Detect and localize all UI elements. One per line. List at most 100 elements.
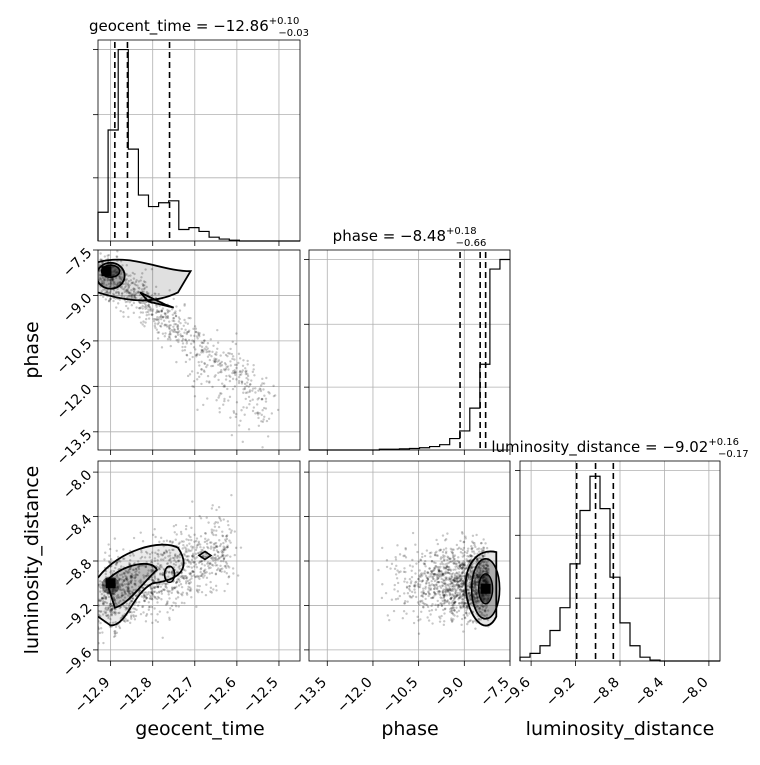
scatter-point	[424, 603, 427, 606]
scatter-point	[178, 330, 181, 333]
scatter-point	[483, 609, 486, 613]
scatter-point	[167, 593, 170, 596]
scatter-point	[119, 584, 122, 587]
scatter-point	[131, 297, 134, 300]
scatter-point	[197, 588, 201, 592]
scatter-point	[185, 580, 188, 583]
scatter-point	[185, 538, 188, 541]
scatter-point	[430, 551, 433, 554]
scatter-point	[458, 565, 461, 568]
scatter-point	[262, 388, 265, 391]
scatter-point	[473, 584, 477, 588]
scatter-point	[476, 579, 480, 582]
scatter-point	[482, 566, 486, 569]
scatter-point	[107, 282, 111, 286]
scatter-point	[100, 597, 103, 601]
scatter-point	[422, 606, 425, 609]
scatter-point	[192, 339, 196, 343]
scatter-point	[214, 584, 218, 588]
scatter-point	[145, 596, 149, 600]
scatter-point	[480, 541, 483, 545]
scatter-point	[462, 581, 465, 585]
scatter-point	[151, 308, 155, 311]
scatter-point	[154, 619, 158, 622]
scatter-point	[130, 590, 134, 593]
scatter-point	[416, 582, 420, 586]
scatter-point	[152, 319, 156, 323]
scatter-point	[471, 621, 475, 624]
scatter-point	[262, 418, 265, 421]
scatter-point	[210, 530, 214, 534]
scatter-point	[124, 592, 128, 596]
scatter-point	[261, 377, 264, 381]
scatter-point	[455, 563, 458, 566]
scatter-point	[244, 370, 247, 373]
scatter-point	[162, 319, 166, 322]
scatter-point	[464, 567, 467, 570]
scatter-point	[416, 584, 420, 587]
scatter-point	[133, 293, 136, 296]
scatter-point	[187, 555, 190, 558]
scatter-point	[105, 588, 108, 591]
scatter-point	[142, 320, 145, 323]
scatter-point	[485, 579, 488, 582]
scatter-point	[161, 332, 165, 335]
scatter-point	[483, 579, 486, 583]
scatter-point	[140, 564, 143, 567]
scatter-point	[182, 552, 186, 556]
scatter-point	[125, 577, 128, 580]
scatter-point	[482, 578, 485, 582]
scatter-point	[177, 340, 180, 344]
scatter-point	[461, 561, 465, 565]
scatter-point	[118, 275, 122, 278]
scatter-point	[116, 586, 119, 589]
scatter-point	[242, 387, 245, 391]
scatter-point	[98, 263, 101, 267]
scatter-point	[147, 303, 151, 306]
scatter-point	[468, 573, 471, 577]
scatter-point	[483, 614, 487, 618]
scatter-point	[160, 592, 164, 595]
scatter-point	[165, 323, 168, 327]
scatter-point	[117, 292, 121, 296]
scatter-point	[134, 575, 138, 579]
scatter-point	[237, 352, 241, 356]
scatter-point	[156, 613, 159, 616]
scatter-point	[218, 517, 222, 520]
scatter-point	[242, 359, 245, 362]
scatter-point	[152, 579, 155, 582]
scatter-point	[162, 540, 166, 543]
scatter-point	[444, 572, 447, 575]
scatter-point	[204, 568, 207, 571]
scatter-point	[482, 605, 485, 608]
scatter-point	[238, 373, 242, 377]
scatter-point	[231, 377, 235, 381]
scatter-point	[111, 277, 114, 280]
scatter-point	[449, 597, 452, 600]
scatter-point	[112, 278, 115, 281]
scatter-point	[201, 351, 205, 354]
scatter-point	[448, 577, 451, 581]
scatter-point	[157, 317, 160, 321]
scatter-point	[164, 582, 168, 585]
scatter-point	[460, 601, 463, 604]
scatter-point	[110, 607, 113, 611]
scatter-point	[463, 550, 467, 554]
scatter-point	[466, 591, 470, 595]
scatter-point	[447, 590, 450, 594]
scatter-point	[203, 571, 207, 575]
scatter-point	[171, 573, 174, 576]
scatter-point	[165, 562, 169, 565]
scatter-point	[114, 562, 117, 566]
scatter-point	[484, 567, 488, 570]
scatter-point	[437, 575, 440, 578]
scatter-point	[424, 560, 427, 563]
scatter-point	[140, 548, 143, 552]
scatter-point	[476, 599, 480, 602]
scatter-point	[113, 610, 116, 613]
scatter-point	[129, 274, 132, 277]
scatter-point	[485, 566, 488, 570]
scatter-point	[218, 362, 222, 366]
scatter-point	[178, 541, 181, 544]
scatter-point	[164, 585, 167, 589]
